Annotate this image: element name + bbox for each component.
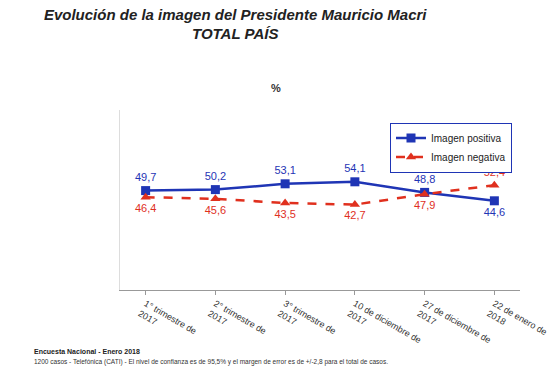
svg-text:Imagen negativa: Imagen negativa — [431, 152, 505, 163]
svg-text:10 de diciembre de2017: 10 de diciembre de2017 — [346, 298, 423, 355]
svg-text:44,6: 44,6 — [484, 206, 505, 218]
svg-text:22 de enero de2018: 22 de enero de2018 — [485, 298, 548, 347]
svg-text:Evolución de la imagen del Pre: Evolución de la imagen del Presidente Ma… — [44, 6, 427, 43]
svg-text:Imagen positiva: Imagen positiva — [431, 133, 501, 144]
svg-text:46,4: 46,4 — [135, 202, 156, 214]
svg-text:43,5: 43,5 — [274, 208, 295, 220]
svg-text:%: % — [271, 82, 281, 94]
svg-text:48,8: 48,8 — [414, 173, 435, 185]
svg-text:45,6: 45,6 — [205, 204, 226, 216]
svg-text:27 de diciembre de2017: 27 de diciembre de2017 — [416, 298, 493, 355]
svg-text:53,1: 53,1 — [274, 164, 295, 176]
svg-text:2° trimestre de2017: 2° trimestre de2017 — [206, 298, 268, 346]
svg-text:47,9: 47,9 — [414, 199, 435, 211]
svg-text:54,1: 54,1 — [344, 162, 365, 174]
svg-text:3° trimestre de2017: 3° trimestre de2017 — [276, 298, 338, 346]
svg-text:1° trimestre de2017: 1° trimestre de2017 — [137, 298, 199, 346]
svg-text:50,2: 50,2 — [205, 170, 226, 182]
svg-text:1200 casos - Telefónica (CATI): 1200 casos - Telefónica (CATI) - El nive… — [34, 358, 388, 366]
svg-text:Encuesta Nacional - Enero 2018: Encuesta Nacional - Enero 2018 — [34, 348, 140, 355]
svg-text:42,7: 42,7 — [344, 209, 365, 221]
svg-text:49,7: 49,7 — [135, 171, 156, 183]
